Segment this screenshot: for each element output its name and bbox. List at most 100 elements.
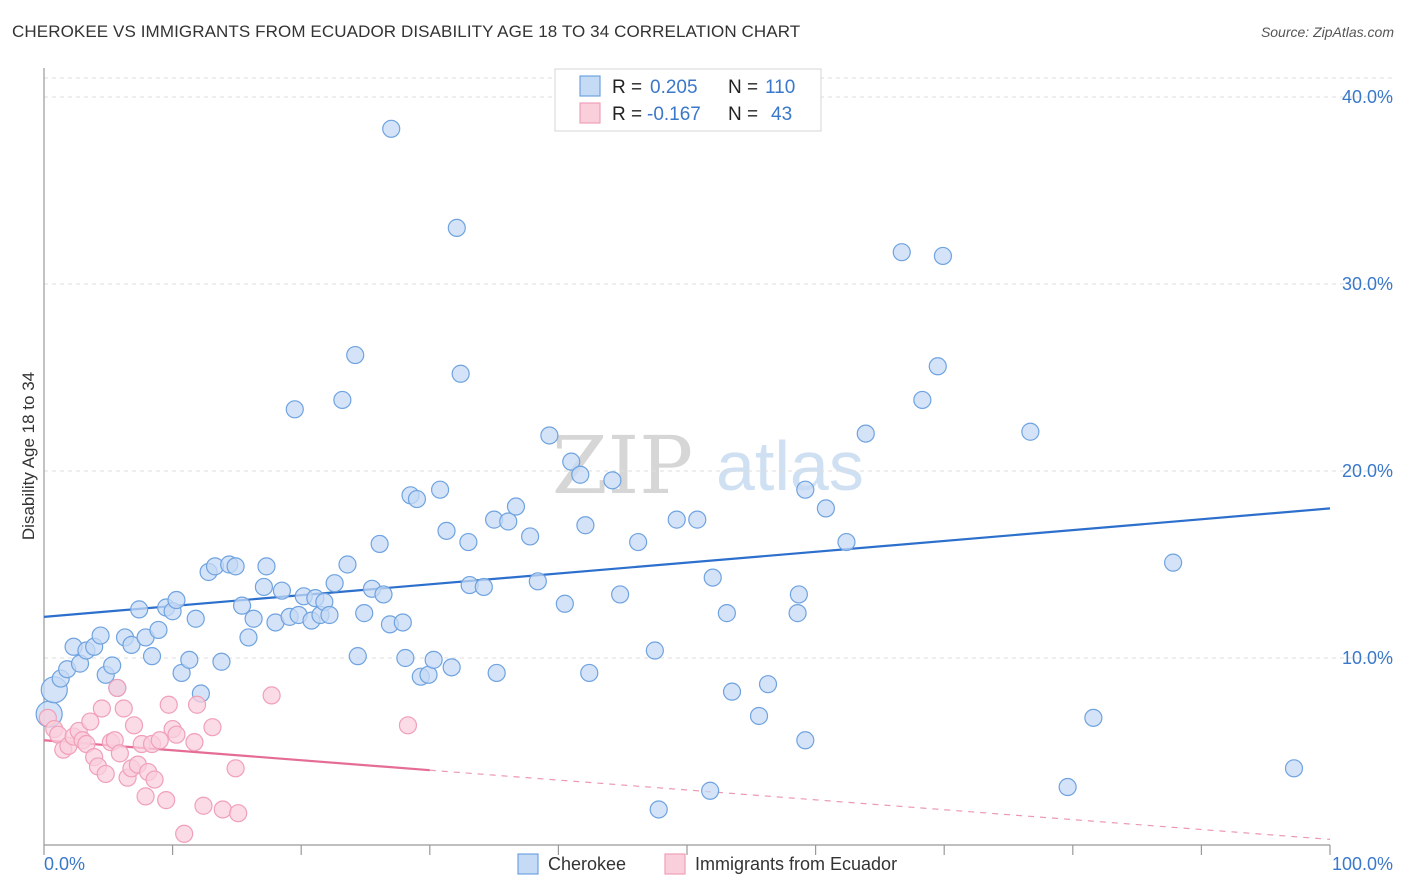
data-point — [856, 424, 875, 443]
data-point — [649, 800, 668, 819]
data-point — [157, 791, 176, 810]
data-point — [688, 510, 707, 529]
y-tick-label: 40.0% — [1342, 87, 1393, 107]
data-point — [348, 647, 367, 666]
data-point — [789, 585, 808, 604]
y-axis-label: Disability Age 18 to 34 — [19, 372, 38, 540]
data-points — [35, 119, 1304, 843]
data-point — [167, 725, 186, 744]
data-point — [459, 532, 478, 552]
data-point — [338, 555, 357, 574]
data-point — [167, 590, 186, 610]
data-point — [1084, 708, 1103, 727]
data-point — [788, 604, 807, 623]
data-point — [816, 499, 835, 518]
data-point — [257, 557, 276, 576]
series-legend: Cherokee Immigrants from Ecuador — [517, 853, 897, 875]
data-point — [232, 596, 252, 615]
data-point — [447, 218, 466, 237]
data-point — [393, 613, 412, 632]
data-point — [136, 787, 155, 806]
data-point — [187, 695, 207, 714]
data-point — [424, 650, 443, 669]
data-point — [145, 770, 164, 789]
data-point — [212, 652, 231, 671]
data-point — [114, 699, 133, 718]
data-point — [629, 532, 648, 552]
data-point — [580, 663, 599, 683]
legend-r-label-1: R = — [612, 77, 642, 98]
data-point — [194, 796, 213, 815]
data-point — [576, 516, 595, 535]
data-point — [717, 604, 736, 623]
data-point — [487, 663, 506, 683]
data-point — [122, 635, 141, 655]
legend-n-value-1: 110 — [765, 77, 795, 98]
data-point — [396, 648, 415, 668]
data-point — [142, 647, 162, 666]
data-point — [130, 600, 149, 619]
data-point — [226, 557, 245, 576]
data-point — [346, 345, 365, 365]
data-point — [175, 824, 194, 843]
data-point — [186, 609, 205, 628]
data-point — [226, 759, 245, 778]
data-point — [603, 471, 622, 490]
data-point — [92, 699, 111, 718]
y-tick-label: 10.0% — [1342, 648, 1393, 668]
data-point — [149, 620, 168, 640]
data-point — [796, 480, 815, 499]
legend-n-label-1: N = — [728, 77, 758, 98]
chart-title: CHEROKEE VS IMMIGRANTS FROM ECUADOR DISA… — [12, 22, 801, 41]
data-point — [1284, 759, 1304, 778]
data-point — [159, 695, 178, 714]
data-point — [913, 390, 932, 410]
bottom-legend-swatch-cherokee — [517, 853, 539, 875]
data-point — [611, 585, 630, 604]
data-point — [521, 527, 540, 546]
legend-n-label-2: N = — [728, 104, 758, 125]
data-point — [562, 452, 581, 471]
data-point — [430, 480, 450, 499]
data-point — [355, 604, 374, 623]
data-point — [262, 686, 281, 705]
data-point — [285, 400, 304, 419]
data-point — [892, 243, 911, 262]
data-point — [749, 706, 769, 726]
data-point — [722, 682, 742, 701]
trend-line-ecuador-dashed — [429, 769, 1331, 840]
data-point — [333, 390, 352, 410]
bottom-legend-label-ecuador: Immigrants from Ecuador — [695, 854, 897, 874]
y-tick-label: 30.0% — [1342, 274, 1393, 294]
data-point — [203, 718, 222, 737]
data-point — [555, 594, 574, 613]
data-point — [437, 521, 456, 540]
data-point — [506, 497, 526, 516]
series-cherokee — [35, 119, 1304, 819]
correlation-legend: R = 0.205 N = 110 R = -0.167 N = 43 — [554, 68, 822, 132]
series-ecuador — [38, 678, 418, 843]
data-point — [124, 716, 144, 735]
data-point — [96, 764, 115, 784]
data-point — [320, 605, 339, 625]
data-point — [1021, 422, 1040, 441]
data-point — [474, 577, 493, 597]
data-point — [701, 781, 720, 800]
data-point — [571, 465, 590, 484]
data-point — [374, 585, 393, 604]
data-point — [370, 534, 389, 554]
data-point — [150, 731, 169, 750]
legend-r-value-2: -0.167 — [647, 104, 701, 125]
data-point — [499, 512, 518, 531]
data-point — [837, 532, 856, 552]
data-point — [1164, 553, 1183, 572]
legend-n-value-2: 43 — [771, 104, 792, 125]
legend-r-label-2: R = — [612, 104, 642, 125]
data-point — [185, 733, 204, 752]
data-point — [110, 744, 129, 763]
y-tick-label: 20.0% — [1342, 461, 1393, 481]
trend-line-cherokee — [43, 507, 1331, 618]
watermark: ZIP atlas — [552, 419, 864, 512]
legend-swatch-cherokee — [579, 75, 601, 97]
